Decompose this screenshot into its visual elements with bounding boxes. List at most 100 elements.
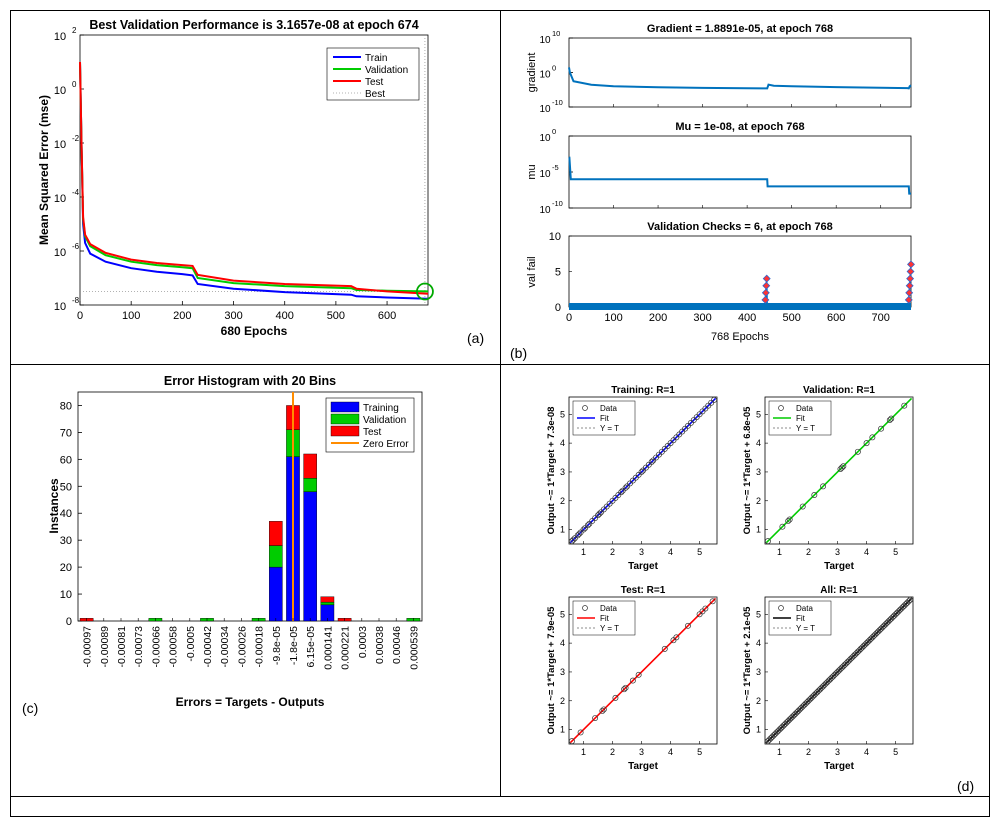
x-tick-label: 1 — [777, 547, 782, 557]
x-tick-label: 500 — [782, 312, 800, 324]
x-tick-label: 0 — [77, 310, 83, 322]
y-tick-label: 4 — [756, 438, 761, 448]
y-axis-label: val fail — [526, 256, 538, 287]
data-point — [779, 523, 786, 530]
legend-swatch — [778, 405, 784, 411]
series-line-test — [79, 61, 429, 295]
y-tick-label: 70 — [60, 427, 72, 439]
panel-frame — [10, 10, 990, 817]
y-tick-label: 1 — [756, 525, 761, 535]
val-checks-chart: 0 100 200 300 400 500 600 700 0 5 10 Validation Che… — [526, 221, 915, 343]
y-tick-label: 3 — [560, 467, 565, 477]
y-tick-label: 5 — [560, 409, 565, 419]
y-tick-label: 2 — [560, 696, 565, 706]
reg-training-chart: 1 1 2 2 3 3 4 4 5 5 Training: R=1 Target Output ~= 1… — [546, 385, 718, 572]
x-tick-label: 4 — [864, 747, 869, 757]
y-tick-label: 2 — [560, 496, 565, 506]
chart-title: Validation Checks = 6, at epoch 768 — [647, 221, 833, 233]
panel-label-d: (d) — [957, 778, 974, 794]
x-tick-label: -9.8e-05 — [271, 626, 283, 665]
y-tick-label: 3 — [756, 667, 761, 677]
y-tick-label: 5 — [555, 267, 561, 279]
x-axis-label: Target — [628, 761, 658, 772]
legend-entry: Data — [600, 404, 617, 413]
data-point — [785, 517, 792, 524]
data-point — [629, 677, 636, 684]
x-tick-label: 0.000539 — [408, 626, 420, 670]
x-tick-label: 6.15e-05 — [305, 626, 317, 668]
y-tick-exponent: 2 — [72, 26, 77, 35]
plot-area — [568, 135, 912, 209]
y-tick-label: 40 — [60, 508, 72, 520]
y-tick-label: 4 — [560, 638, 565, 648]
y-tick-label: 1 — [756, 725, 761, 735]
y-tick-label: 5 — [756, 609, 761, 619]
data-point — [661, 645, 668, 652]
legend-entry: Zero Error — [363, 439, 409, 450]
zero-fail-markers — [569, 303, 911, 310]
y-tick-label: 30 — [60, 535, 72, 547]
y-axis-label: Output ~= 1*Target + 2.1e-05 — [742, 606, 753, 735]
x-tick-label: 700 — [872, 312, 890, 324]
y-tick-base: 10 — [54, 31, 66, 43]
x-tick-label: -0.00097 — [82, 626, 94, 668]
charts-layer: 0 100 200 300 400 500 60010-810-610-410-210010… — [37, 18, 915, 772]
x-tick-label: -0.00058 — [168, 626, 180, 668]
chart-title: Test: R=1 — [621, 585, 666, 596]
x-tick-label: 3 — [639, 747, 644, 757]
x-tick-label: 600 — [378, 310, 396, 322]
fail-point-diamond — [761, 288, 770, 297]
fail-point-diamond — [906, 267, 915, 276]
y-tick-label: 0 — [555, 302, 561, 314]
legend-swatch — [582, 405, 588, 411]
legend-entry: Y = T — [600, 624, 619, 633]
x-tick-label: -0.0005 — [185, 626, 197, 662]
x-tick-label: -0.00018 — [254, 626, 266, 668]
x-tick-label: 4 — [668, 747, 673, 757]
y-tick-base: 10 — [539, 205, 551, 216]
bar-validation — [320, 601, 335, 606]
x-tick-label: 4 — [864, 547, 869, 557]
legend-entry: Data — [796, 604, 813, 613]
panel-label-b: (b) — [510, 345, 527, 361]
y-tick-label: 4 — [560, 438, 565, 448]
data-point — [580, 526, 587, 533]
y-tick-exponent: 10 — [552, 29, 560, 38]
legend-entry: Validation — [365, 65, 408, 76]
data-point — [907, 596, 914, 603]
legend-entry: Fit — [796, 614, 806, 623]
fit-line — [765, 397, 913, 544]
data-point — [621, 686, 628, 693]
x-tick-label: 300 — [693, 312, 711, 324]
y-tick-base: 10 — [54, 139, 66, 151]
legend-entry: Test — [363, 427, 382, 438]
data-point — [622, 484, 629, 491]
y-tick-exponent: -10 — [552, 199, 563, 208]
y-tick-base: 10 — [539, 169, 551, 180]
chart-title: Training: R=1 — [611, 385, 675, 396]
x-tick-label: 0 — [566, 312, 572, 324]
legend-swatch — [330, 425, 360, 437]
data-point — [711, 396, 718, 403]
data-point — [570, 536, 577, 543]
plot-area — [568, 37, 912, 108]
chart-title: Best Validation Performance is 3.1657e-0… — [89, 18, 418, 32]
data-point — [577, 729, 584, 736]
x-tick-label: 3 — [835, 747, 840, 757]
data-point — [878, 425, 885, 432]
data-point — [764, 538, 771, 545]
y-tick-base: 10 — [54, 301, 66, 313]
x-tick-label: -0.00081 — [116, 626, 128, 668]
histogram-chart: 0 10 20 30 40 50 60 70 80 -0.00097 -0.00089 -0.0008… — [47, 374, 423, 709]
y-tick-label: 5 — [756, 409, 761, 419]
x-tick-label: -0.00034 — [219, 626, 231, 668]
reg-validation-chart: 1 1 2 2 3 3 4 4 5 5 Validation: R=1 Target Output ~=… — [742, 385, 914, 572]
y-tick-label: 60 — [60, 454, 72, 466]
x-tick-label: 1 — [777, 747, 782, 757]
x-tick-label: 3 — [835, 547, 840, 557]
y-tick-label: 1 — [560, 725, 565, 735]
x-tick-label: 0.0003 — [357, 626, 369, 658]
fail-point-diamond — [762, 274, 771, 283]
fail-point-diamond — [762, 281, 771, 290]
y-tick-base: 10 — [54, 247, 66, 259]
